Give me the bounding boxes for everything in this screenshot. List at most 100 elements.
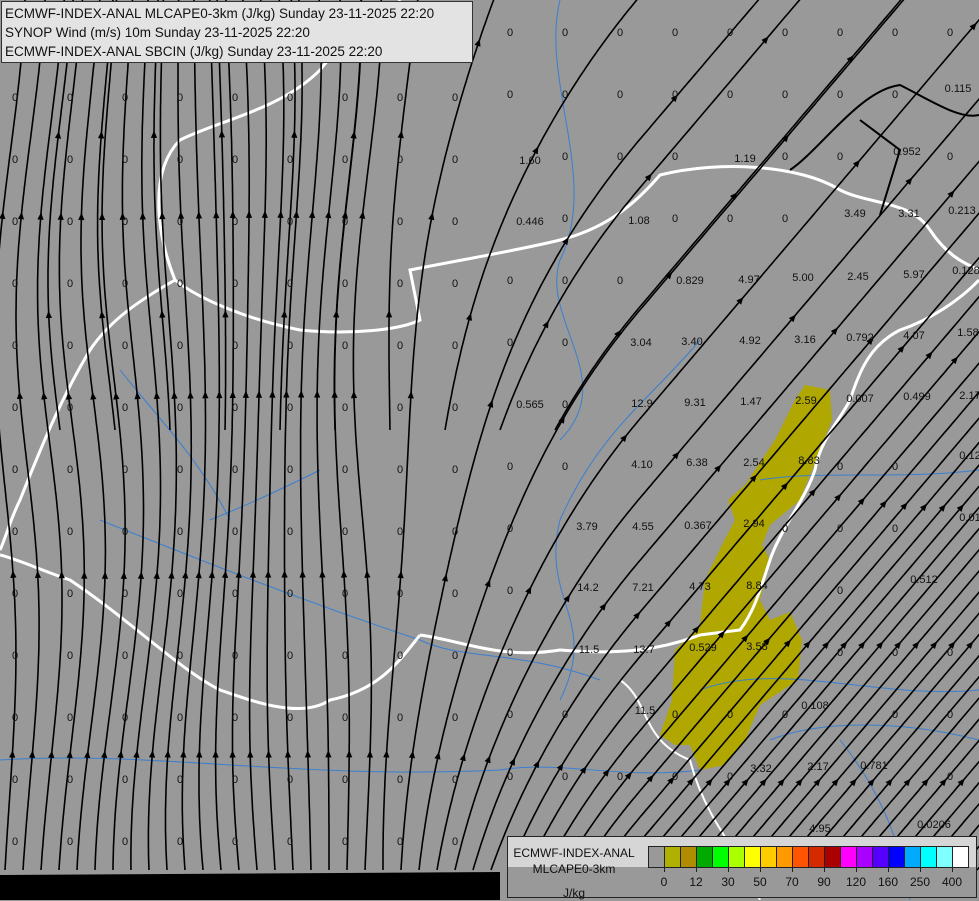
wind-arrow-icon [99, 213, 105, 220]
streamline [148, 0, 176, 870]
station-value-zero: 0 [562, 399, 568, 411]
station-value-zero: 0 [12, 836, 18, 848]
station-value: 13.7 [633, 644, 654, 656]
station-value-zero: 0 [177, 340, 183, 352]
legend-swatch [937, 847, 953, 867]
legend-swatch [809, 847, 825, 867]
wind-arrow-icon [269, 390, 275, 397]
station-value-zero: 0 [232, 92, 238, 104]
station-value-zero: 0 [177, 464, 183, 476]
legend-title-2: MLCAPE0-3km [510, 861, 638, 877]
station-value-zero: 0 [892, 89, 898, 101]
station-value-zero: 0 [342, 526, 348, 538]
station-value-zero: 0 [232, 464, 238, 476]
station-value-zero: 0 [837, 585, 843, 597]
station-value-zero: 0 [67, 836, 73, 848]
wind-arrow-icon [81, 571, 87, 578]
station-value-zero: 0 [397, 588, 403, 600]
station-value-zero: 0 [727, 709, 733, 721]
wind-arrow-icon [247, 750, 253, 757]
wind-arrow-icon [285, 750, 291, 757]
station-value-zero: 0 [562, 337, 568, 349]
station-value-zero: 0 [122, 712, 128, 724]
streamline [38, 0, 65, 870]
cape-area [660, 385, 832, 770]
station-value-zero: 0 [562, 709, 568, 721]
station-value-zero: 0 [12, 464, 18, 476]
wind-arrow-icon [219, 130, 225, 137]
station-value-zero: 0 [397, 340, 403, 352]
station-value-zero: 0 [232, 216, 238, 228]
station-value-zero: 0 [232, 154, 238, 166]
legend-tick [792, 867, 793, 872]
streamline [301, 0, 322, 870]
station-value-zero: 0 [507, 89, 513, 101]
wind-arrow-icon [341, 570, 347, 578]
station-value: 3.49 [844, 208, 865, 220]
station-value-zero: 0 [782, 151, 788, 163]
legend-unit: J/kg [510, 885, 638, 901]
legend-swatch [841, 847, 857, 867]
station-value-zero: 0 [617, 27, 623, 39]
station-value-zero: 0 [397, 774, 403, 786]
station-value-zero: 0 [837, 647, 843, 659]
wind-arrow-icon [485, 579, 491, 587]
station-value: 4.10 [631, 459, 652, 471]
station-value: 0.12 [959, 450, 979, 462]
legend-swatch [745, 847, 761, 867]
station-value-zero: 0 [122, 526, 128, 538]
legend-title-1: ECMWF-INDEX-ANAL [510, 845, 638, 861]
station-value: 0.565 [516, 399, 544, 411]
station-value-zero: 0 [177, 526, 183, 538]
station-value: 3.31 [898, 208, 919, 220]
station-value: 0.781 [860, 760, 888, 772]
station-value-zero: 0 [507, 27, 513, 39]
station-value-zero: 0 [342, 464, 348, 476]
legend-tick-label: 90 [817, 875, 830, 889]
wind-arrow-icon [485, 755, 491, 763]
wind-arrow-icon [314, 390, 320, 397]
streamline [445, 0, 639, 430]
station-value-zero: 0 [122, 92, 128, 104]
station-value-zero: 0 [947, 151, 953, 163]
wind-arrow-icon [0, 211, 5, 219]
station-value: 0.512 [910, 574, 938, 586]
station-value-zero: 0 [397, 278, 403, 290]
station-value-zero: 0 [232, 588, 238, 600]
legend-tick [888, 867, 889, 872]
station-value: 2.45 [847, 271, 868, 283]
wind-arrow-icon [250, 570, 256, 577]
station-value-zero: 0 [122, 340, 128, 352]
legend-tick [664, 867, 665, 872]
station-value-zero: 0 [947, 709, 953, 721]
station-value-zero: 0 [232, 278, 238, 290]
station-value-zero: 0 [837, 89, 843, 101]
wind-arrow-icon [428, 212, 434, 220]
wind-arrow-icon [90, 392, 96, 400]
station-value: 2.94 [743, 518, 764, 530]
station-value-zero: 0 [397, 526, 403, 538]
station-value: 6.38 [686, 457, 707, 469]
station-value-zero: 0 [342, 278, 348, 290]
wind-arrow-icon [281, 570, 287, 577]
station-value: 3.58 [746, 641, 767, 653]
wind-arrow-icon [138, 572, 144, 580]
station-value: 2.59 [795, 395, 816, 407]
wind-arrow-icon [299, 570, 305, 577]
river-line [0, 758, 700, 773]
station-value-zero: 0 [287, 774, 293, 786]
header-line-cin: ECMWF-INDEX-ANAL SBCIN (J/kg) Sunday 23-… [5, 42, 469, 61]
streamline [166, 0, 192, 870]
station-value-zero: 0 [122, 588, 128, 600]
station-value-zero: 0 [507, 771, 513, 783]
station-value-zero: 0 [342, 588, 348, 600]
station-value: 3.32 [750, 763, 771, 775]
streamline [335, 0, 362, 870]
station-value-zero: 0 [12, 340, 18, 352]
station-value-zero: 0 [452, 464, 458, 476]
station-value: 5.00 [792, 272, 813, 284]
station-value-zero: 0 [562, 461, 568, 473]
wind-arrow-icon [246, 211, 252, 218]
station-value: 3.40 [681, 336, 702, 348]
legend-swatch [713, 847, 729, 867]
